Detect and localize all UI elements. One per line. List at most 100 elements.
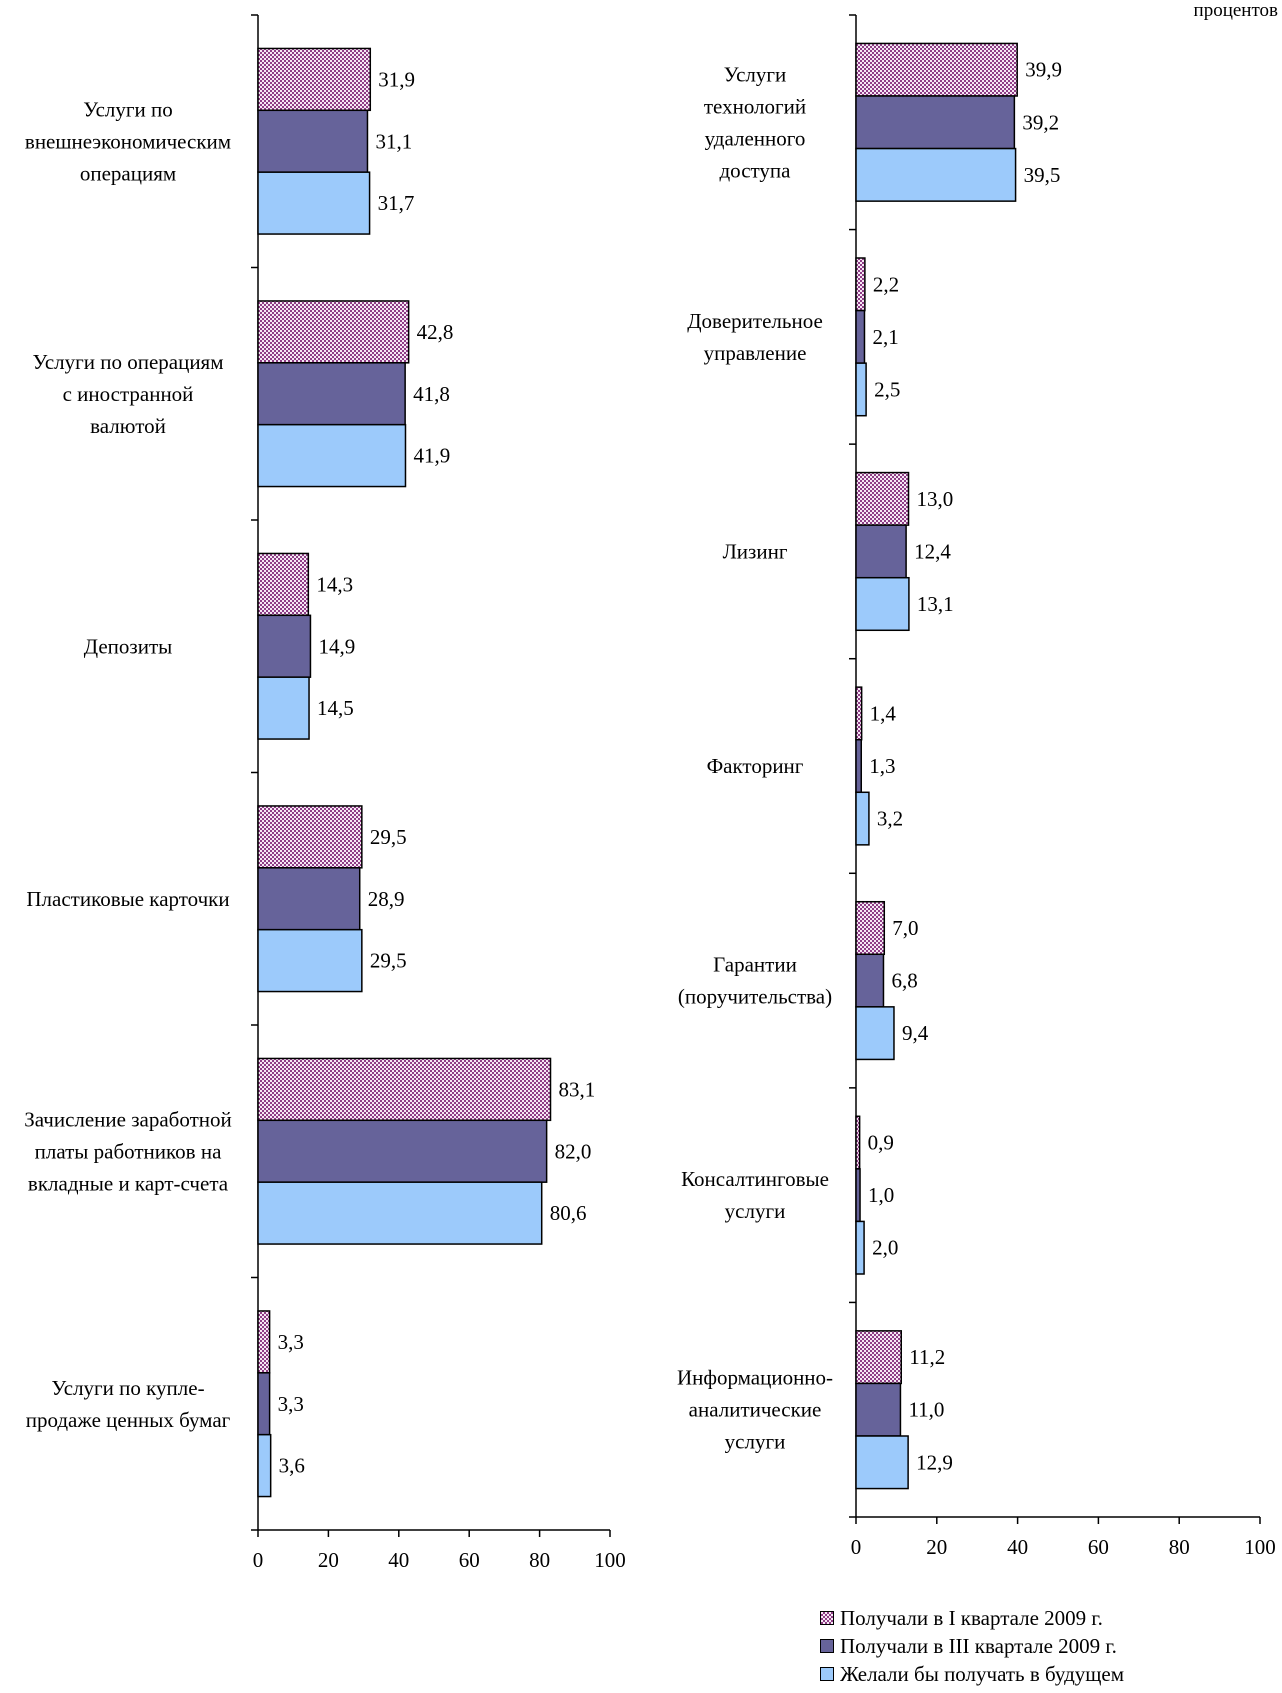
data-label: 31,9 [378,67,415,91]
data-label: 83,1 [559,1077,596,1101]
legend-item-q3: Получали в III квартале 2009 г. [820,1632,1124,1660]
bar [257,867,361,931]
data-label: 12,4 [914,539,951,563]
data-label: 12,9 [916,1450,953,1474]
bar [257,1181,543,1245]
data-label: 29,5 [370,825,407,849]
bar [855,471,910,526]
data-label: 39,9 [1025,58,1062,82]
category-label: платы работников на [35,1139,222,1163]
category-label: Лизинг [723,539,788,563]
category-label: аналитические [689,1398,822,1422]
x-tick-label: 60 [459,1548,480,1572]
bar [257,1433,272,1498]
bar [855,1220,865,1275]
x-tick-label: 20 [318,1548,339,1572]
legend-swatch-q1 [820,1611,834,1625]
data-label: 2,2 [873,272,899,296]
data-label: 14,9 [318,634,355,658]
bar [855,1006,895,1061]
category-label: Консалтинговые [681,1167,829,1191]
data-label: 13,0 [917,487,954,511]
category-label: Гарантии [713,953,797,977]
bar [257,1372,271,1436]
category-label: Доверительное [687,309,823,333]
x-tick-label: 80 [529,1548,550,1572]
bar [855,1382,902,1437]
legend-item-q1: Получали в I квартале 2009 г. [820,1604,1124,1632]
units-label: процентов [1193,0,1278,21]
data-label: 42,8 [417,320,454,344]
bar [257,676,310,740]
category-label: управление [704,341,807,365]
data-label: 9,4 [902,1021,929,1045]
category-label: внешнеэкономическим [25,129,231,153]
category-label: Услуги по [83,97,173,121]
bar [257,171,371,235]
bar [855,524,907,579]
legend: Получали в I квартале 2009 г. Получали в… [820,1604,1124,1688]
x-tick-label: 20 [926,1535,947,1559]
data-label: 3,2 [877,807,903,831]
data-label: 6,8 [891,969,917,993]
category-label: Информационно- [677,1366,833,1390]
bar [257,928,363,993]
category-label: Депозиты [84,634,172,658]
bar [855,257,866,312]
category-label: с иностранной [63,382,194,406]
category-label: услуги [725,1430,786,1454]
right-chart-panel: 0 20 40 60 80 100 39,9 39,2 39,5 Услуги технологий… [677,14,1276,1559]
data-label: 31,1 [375,129,412,153]
data-label: 39,2 [1022,110,1059,134]
bar [855,42,1018,97]
category-label: Факторинг [707,754,804,778]
data-label: 0,9 [868,1131,894,1155]
data-label: 1,0 [868,1183,894,1207]
bar [257,300,410,364]
category-label: Пластиковые карточки [26,887,229,911]
bar [855,576,910,632]
bar [855,953,885,1008]
data-label: 14,5 [317,696,354,720]
data-label: 2,0 [872,1236,898,1260]
data-label: 2,1 [872,325,898,349]
category-label: Зачисление заработной [24,1107,231,1131]
category-label: Услуги по купле- [51,1376,204,1400]
legend-label-future: Желали бы получать в будущем [840,1661,1125,1686]
legend-label-q1: Получали в I квартале 2009 г. [840,1605,1103,1630]
bar [855,1435,909,1490]
category-label: доступа [720,158,792,182]
data-label: 7,0 [892,916,918,940]
bar [855,147,1017,202]
category-label: технологий [704,94,806,118]
data-label: 3,6 [279,1454,305,1478]
bar [257,552,310,617]
x-tick-label: 40 [1007,1535,1028,1559]
category-label: Услуги по операциям [32,350,223,374]
data-label: 82,0 [555,1139,592,1163]
bar [855,900,886,956]
data-label: 14,3 [316,572,353,596]
bar [257,423,407,488]
left-chart-panel: 0 20 40 60 80 100 31,9 31,1 31,7 Услуги по внешнеэ… [24,14,626,1572]
bar [855,1168,861,1223]
data-label: 1,3 [869,754,895,778]
data-label: 13,1 [917,592,954,616]
bar [855,738,863,794]
x-tick-label: 100 [1244,1535,1276,1559]
bar [855,95,1016,150]
x-tick-label: 80 [1169,1535,1190,1559]
data-label: 41,8 [413,382,450,406]
data-label: 11,2 [909,1345,945,1369]
x-tick-label: 100 [594,1548,626,1572]
x-tick-label: 0 [851,1535,862,1559]
data-label: 3,3 [278,1330,304,1354]
category-label: удаленного [705,126,806,150]
bar [257,1119,548,1183]
bar [257,362,406,426]
data-label: 28,9 [368,887,405,911]
data-label: 39,5 [1024,163,1061,187]
bar [855,362,867,417]
bar [855,309,866,364]
bar [855,1115,861,1170]
